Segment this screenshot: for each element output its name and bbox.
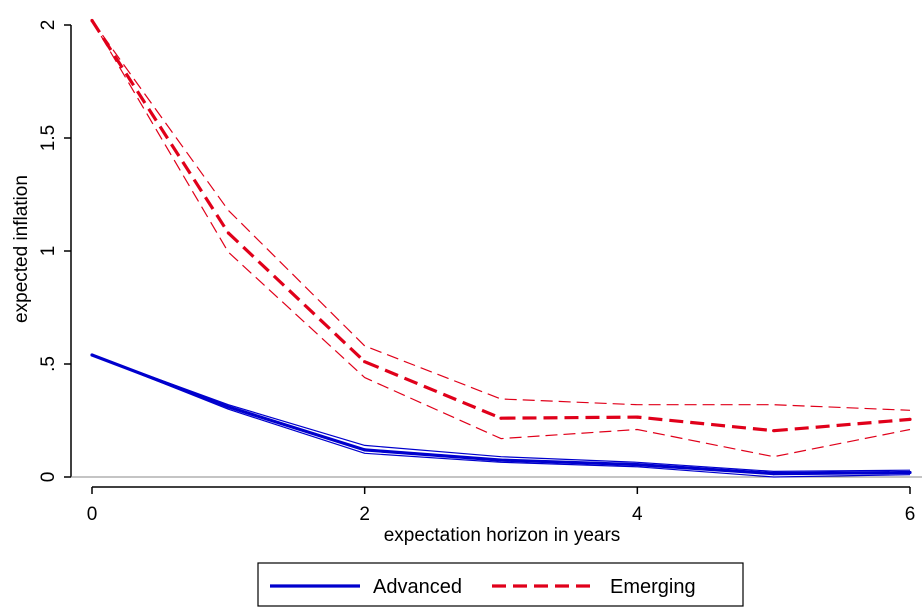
y-tick-label: 2 (38, 20, 59, 31)
advanced-ci-lower-line (91, 354, 911, 478)
legend: Advanced Emerging (257, 562, 744, 607)
advanced-data-point (226, 405, 230, 409)
y-tick-label: 1.5 (38, 125, 59, 151)
emerging-data-point (908, 417, 912, 421)
legend-label-advanced: Advanced (373, 576, 462, 598)
emerging-data-point (635, 415, 639, 419)
emerging-data-point (499, 416, 503, 420)
y-tick-label: 0 (38, 472, 59, 483)
emerging-ci-lower-line (91, 20, 911, 458)
x-tick-label: 2 (359, 504, 370, 525)
advanced-data-point (772, 472, 776, 476)
x-tick-label: 0 (87, 504, 98, 525)
advanced-data-point (635, 462, 639, 467)
advanced-data-point (499, 458, 503, 462)
y-tick-label: 1 (38, 246, 59, 257)
axes: 0 .5 1 1.5 2 0 2 4 6 (38, 20, 922, 525)
x-axis-label: expectation horizon in years (384, 525, 621, 546)
emerging-data-point (90, 18, 94, 23)
advanced-data-point (908, 470, 912, 475)
legend-label-emerging: Emerging (610, 576, 696, 598)
advanced-ci-upper-line (91, 354, 911, 472)
emerging-data-point (226, 231, 230, 235)
x-tick-label: 6 (905, 504, 916, 525)
advanced-series-line (91, 353, 911, 476)
plot-series (90, 18, 912, 478)
emerging-data-point (363, 360, 367, 364)
emerging-series-line (90, 19, 911, 433)
y-tick-label: .5 (38, 356, 59, 372)
emerging-data-point (772, 429, 776, 433)
advanced-data-point (90, 353, 94, 357)
emerging-ci-upper-line (91, 20, 911, 411)
x-tick-label: 4 (632, 504, 643, 525)
y-axis-label: expected inflation (11, 175, 32, 323)
advanced-data-point (363, 448, 367, 452)
